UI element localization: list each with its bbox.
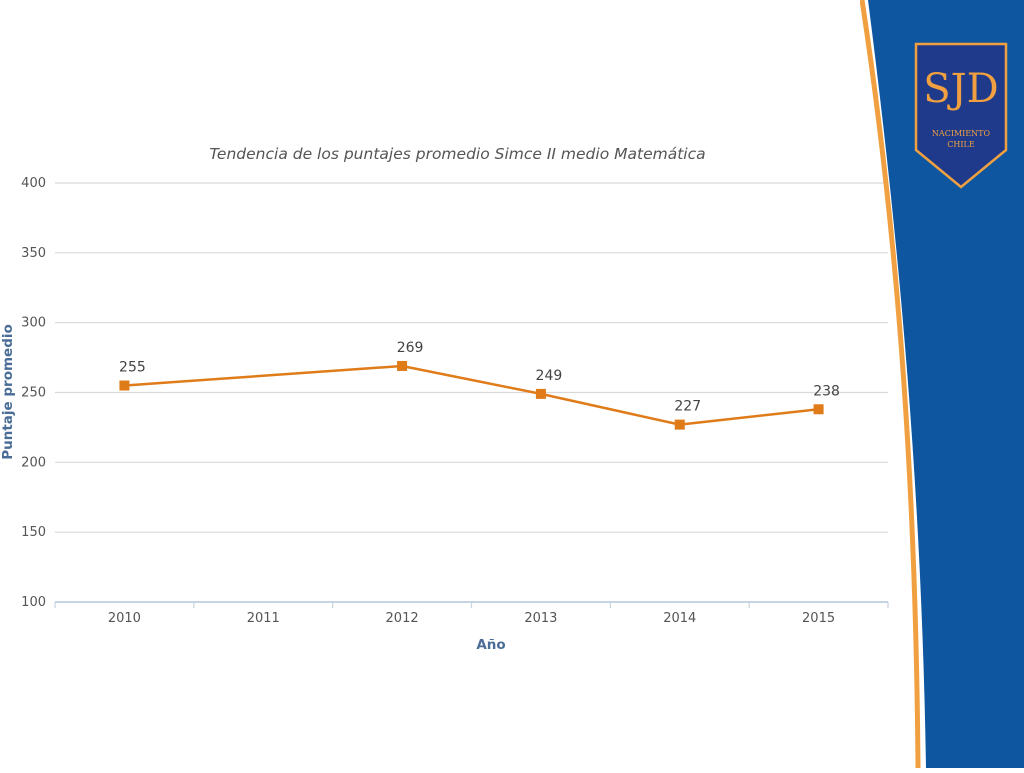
y-axis-label: Puntaje promedio [0,324,16,460]
x-tick-label: 2014 [663,611,696,626]
data-label: 238 [813,383,840,399]
x-tick-label: 2015 [802,611,835,626]
side-panel-graphic: SJD NACIMIENTO CHILE [859,0,1024,769]
data-point-marker [119,380,130,391]
data-point-marker [813,404,824,415]
logo-country: CHILE [947,140,975,149]
x-tick-label: 2013 [524,611,557,626]
chart-area: Tendencia de los puntajes promedio Simce… [0,145,889,653]
line-chart: 100 150 200 250 300 350 400 2010 2011 2012 2013 201… [21,176,889,626]
logo-city: NACIMIENTO [932,129,991,138]
data-point-marker [535,388,546,399]
data-point-marker [397,360,408,371]
data-label: 255 [119,360,146,376]
series-line [124,364,819,426]
data-label: 249 [536,368,563,384]
side-panel-background [868,0,1024,768]
logo-monogram: SJD [923,66,999,112]
x-axis-label: Año [476,637,506,653]
y-tick-label: 150 [21,525,46,540]
x-tick-label: 2012 [386,611,419,626]
data-label: 269 [397,340,424,356]
y-tick-label: 200 [21,455,46,470]
x-tick-label: 2011 [247,611,280,626]
y-tick-label: 300 [21,316,46,331]
y-tick-label: 100 [21,595,46,610]
logo-shield [914,42,1008,189]
chart-title: Tendencia de los puntajes promedio Simce… [209,145,706,163]
y-tick-label: 400 [21,176,46,191]
side-panel: SJD NACIMIENTO CHILE [859,0,1024,769]
y-tick-label: 250 [21,386,46,401]
side-panel-orange-curve [859,0,921,769]
x-tick-label: 2010 [108,611,141,626]
y-tick-label: 350 [21,246,46,261]
school-logo: SJD NACIMIENTO CHILE [914,42,1008,189]
data-label: 227 [674,399,701,415]
data-point-marker [674,419,685,430]
